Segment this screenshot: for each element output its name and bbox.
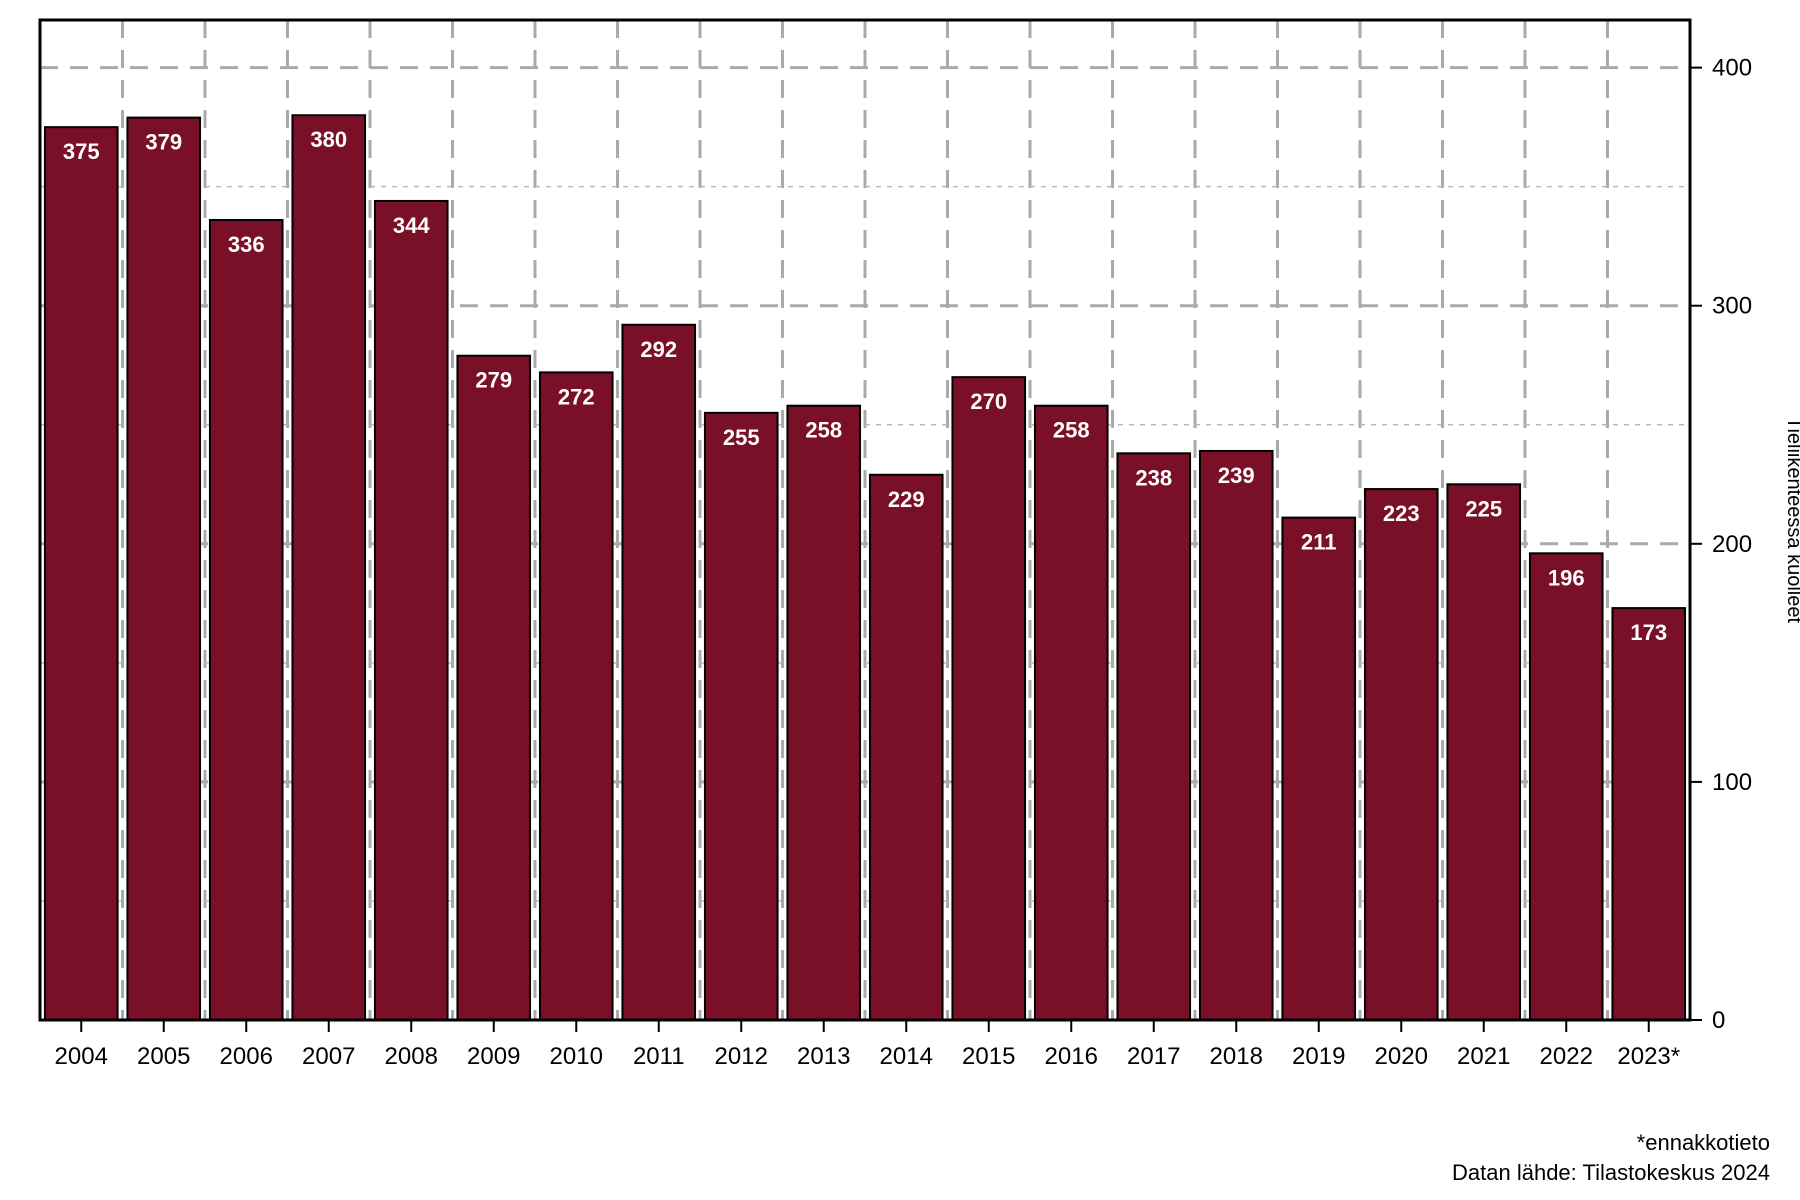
- x-tick-label: 2023*: [1617, 1043, 1680, 1070]
- bar: [1035, 406, 1108, 1020]
- bar-chart: 375 379 336 380 344 279 272 292 255 258 229 270 258 2…: [0, 0, 1800, 1200]
- x-tick-label: 2005: [137, 1043, 190, 1070]
- y-tick-label: 200: [1712, 531, 1752, 558]
- x-tick-label: 2013: [797, 1043, 850, 1070]
- bar-value-label: 375: [63, 139, 100, 164]
- x-tick-label: 2016: [1045, 1043, 1098, 1070]
- bar-value-label: 344: [393, 213, 430, 238]
- bar: [457, 356, 530, 1020]
- x-tick-label: 2009: [467, 1043, 520, 1070]
- bar: [705, 413, 778, 1020]
- bar: [45, 127, 118, 1020]
- x-tick-label: 2021: [1457, 1043, 1510, 1070]
- bar: [540, 372, 613, 1020]
- bar: [1282, 518, 1355, 1020]
- y-tick-label: 0: [1712, 1007, 1725, 1034]
- bar: [1447, 484, 1520, 1020]
- x-tick-label: 2006: [220, 1043, 273, 1070]
- x-tick-label: 2019: [1292, 1043, 1345, 1070]
- x-tick-label: 2018: [1210, 1043, 1263, 1070]
- chart-svg: 375 379 336 380 344 279 272 292 255 258 229 270 258 2…: [0, 0, 1800, 1200]
- bar: [952, 377, 1025, 1020]
- x-tick-label: 2012: [715, 1043, 768, 1070]
- x-tick-label: 2004: [55, 1043, 108, 1070]
- bar-value-label: 272: [558, 384, 595, 409]
- bar-value-label: 211: [1301, 530, 1337, 555]
- bar: [870, 475, 943, 1020]
- bar-value-label: 379: [145, 130, 182, 155]
- bar-value-label: 292: [640, 337, 677, 362]
- footnote-asterisk: *ennakkotieto: [1637, 1130, 1770, 1155]
- x-tick-label: 2020: [1375, 1043, 1428, 1070]
- footnote-source: Datan lähde: Tilastokeskus 2024: [1452, 1160, 1770, 1185]
- y-tick-label: 400: [1712, 55, 1752, 82]
- bar: [1612, 608, 1685, 1020]
- y-tick-label: 100: [1712, 769, 1752, 796]
- bar-value-label: 223: [1383, 501, 1420, 526]
- bar-value-label: 238: [1135, 465, 1172, 490]
- bar: [375, 201, 448, 1020]
- bar-value-label: 229: [888, 487, 925, 512]
- bar-value-label: 380: [310, 127, 347, 152]
- bar-value-label: 173: [1630, 620, 1667, 645]
- x-tick-label: 2007: [302, 1043, 355, 1070]
- bar: [1200, 451, 1273, 1020]
- x-tick-label: 2017: [1127, 1043, 1180, 1070]
- bar: [622, 325, 695, 1020]
- x-tick-label: 2015: [962, 1043, 1015, 1070]
- bar-value-label: 258: [1053, 418, 1090, 443]
- bar-value-label: 255: [723, 425, 760, 450]
- x-tick-label: 2022: [1540, 1043, 1593, 1070]
- bar-value-label: 258: [805, 418, 842, 443]
- bar: [1365, 489, 1438, 1020]
- y-axis-label: Tieliikenteessä kuolleet: [1783, 417, 1800, 623]
- x-tick-label: 2010: [550, 1043, 603, 1070]
- bar-value-label: 279: [475, 368, 512, 393]
- bar: [127, 118, 200, 1020]
- bar-value-label: 239: [1218, 463, 1255, 488]
- bar: [292, 115, 365, 1020]
- bar: [1117, 453, 1190, 1020]
- y-tick-label: 300: [1712, 293, 1752, 320]
- bar-value-label: 270: [970, 389, 1007, 414]
- bar-value-label: 196: [1548, 565, 1585, 590]
- x-tick-label: 2008: [385, 1043, 438, 1070]
- bar: [1530, 553, 1603, 1020]
- bar-value-label: 336: [228, 232, 265, 257]
- x-tick-label: 2011: [633, 1043, 685, 1070]
- bar: [787, 406, 860, 1020]
- x-tick-label: 2014: [880, 1043, 933, 1070]
- bar: [210, 220, 283, 1020]
- bar-value-label: 225: [1465, 496, 1502, 521]
